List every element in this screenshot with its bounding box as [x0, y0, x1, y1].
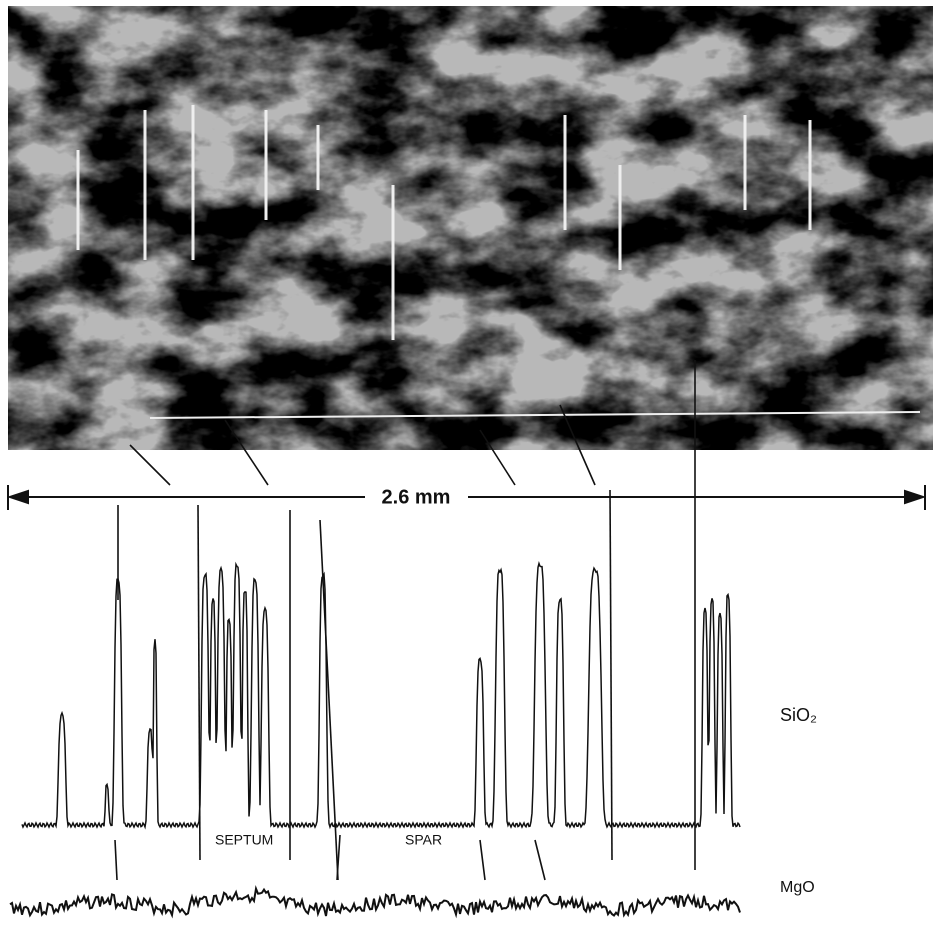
line: [479, 429, 516, 486]
mgo-trace: [9, 884, 741, 919]
scale-bar: [6, 485, 927, 510]
line: [336, 834, 341, 881]
sio2-trace: [21, 560, 741, 830]
line: [319, 519, 339, 881]
micrograph: [8, 6, 933, 450]
line: [114, 839, 118, 881]
line: [224, 419, 269, 486]
line: [534, 839, 546, 881]
spar-label: SPAR: [405, 832, 442, 848]
line: [129, 444, 171, 486]
mgo-label: MgO: [780, 879, 815, 896]
line: [559, 404, 596, 486]
septum-label: SEPTUM: [215, 832, 273, 848]
sio2-label: SiO₂: [780, 705, 817, 725]
line: [479, 839, 486, 881]
connector-lines: [114, 360, 696, 881]
scale-label: 2.6 mm: [382, 486, 451, 508]
line: [609, 489, 613, 861]
